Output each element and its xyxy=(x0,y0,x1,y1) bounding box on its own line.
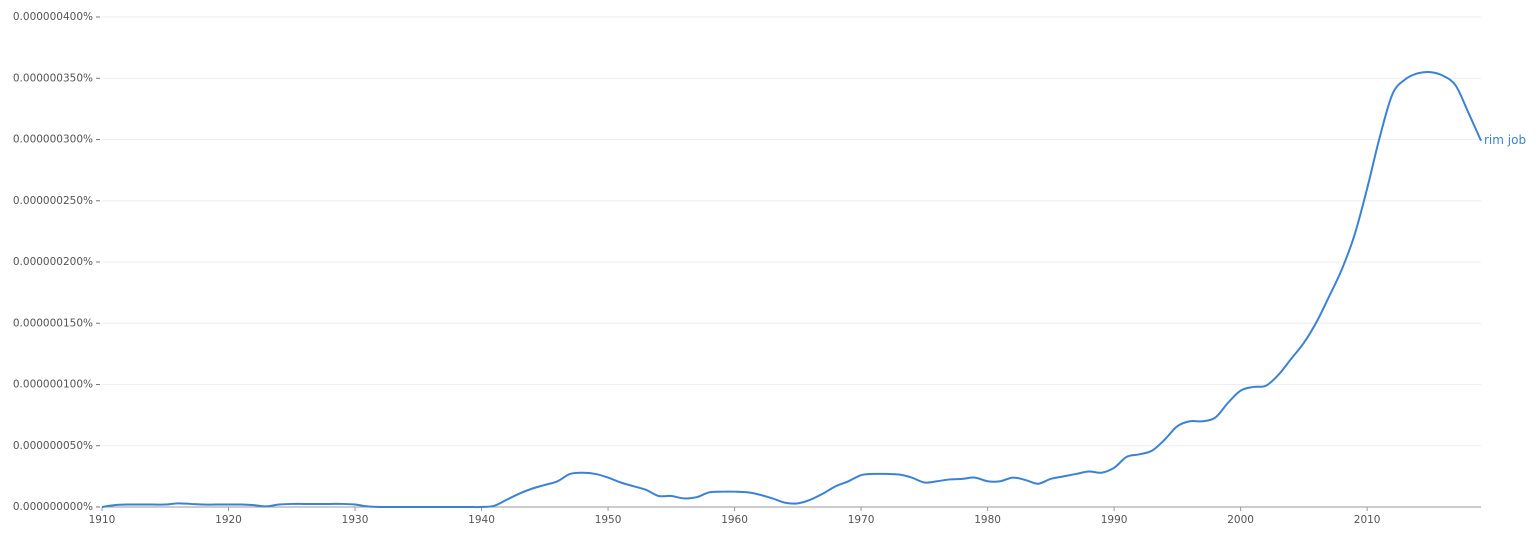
x-tick-label: 1910 xyxy=(89,514,116,526)
x-tick-label: 1940 xyxy=(468,514,495,526)
x-tick-label: 1970 xyxy=(848,514,875,526)
line xyxy=(101,70,1482,509)
y-tick-label: 0.000000150% xyxy=(13,317,93,329)
x-tick-label: 1990 xyxy=(1101,514,1128,526)
y-tick-label: 0.000000350% xyxy=(13,72,93,84)
series-label: rim job xyxy=(1484,133,1526,147)
x-tick-label: 2010 xyxy=(1354,514,1381,526)
y-tick-label: 0.000000300% xyxy=(13,134,93,146)
y-tick-label: 0.000000000% xyxy=(13,501,93,513)
y-tick-label: 0.000000400% xyxy=(13,11,93,23)
x-tick-label: 1920 xyxy=(215,514,242,526)
x-tick-label: 1950 xyxy=(595,514,622,526)
x-tick-label: 1980 xyxy=(974,514,1001,526)
y-tick-label: 0.000000050% xyxy=(13,440,93,452)
y-tick-label: 0.000000250% xyxy=(13,195,93,207)
x-tick-label: 2000 xyxy=(1227,514,1254,526)
x-tick-label: 1960 xyxy=(721,514,748,526)
y-tick-label: 0.000000200% xyxy=(13,256,93,268)
x-tick-label: 1930 xyxy=(342,514,369,526)
y-tick-label: 0.000000100% xyxy=(13,379,93,391)
